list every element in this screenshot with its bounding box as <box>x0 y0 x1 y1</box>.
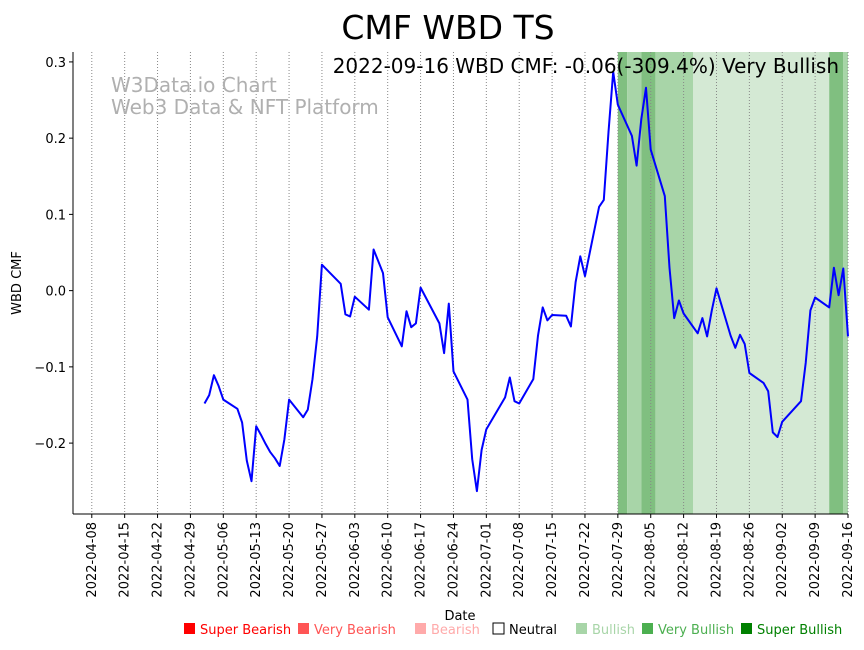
x-tick-label: 2022-06-10 <box>381 522 396 598</box>
y-tick-label: 0.1 <box>45 208 66 223</box>
legend-item: Super Bearish <box>184 623 291 638</box>
legend-label: Bullish <box>592 623 635 638</box>
y-tick-label: 0.2 <box>45 132 66 147</box>
watermark-line-1: W3Data.io Chart <box>111 73 277 97</box>
x-tick-label: 2022-05-06 <box>216 522 231 598</box>
x-tick-label: 2022-08-26 <box>742 522 757 598</box>
legend-label: Very Bearish <box>314 623 396 638</box>
annotation-text: 2022-09-16 WBD CMF: -0.06(-309.4%) Very … <box>333 54 839 78</box>
legend-swatch <box>576 623 587 634</box>
x-tick-label: 2022-09-02 <box>775 522 790 598</box>
legend-label: Bearish <box>431 623 480 638</box>
legend-label: Super Bearish <box>200 623 291 638</box>
x-tick-label: 2022-04-08 <box>85 522 100 598</box>
legend-swatch <box>642 623 653 634</box>
x-tick-label: 2022-06-17 <box>414 522 429 598</box>
x-tick-label: 2022-08-19 <box>709 522 724 598</box>
x-tick-label: 2022-08-12 <box>677 522 692 598</box>
legend-item: Bullish <box>576 623 635 638</box>
legend-item: Very Bullish <box>642 623 734 638</box>
y-axis-label: WBD CMF <box>10 251 25 315</box>
x-tick-label: 2022-08-05 <box>644 522 659 598</box>
y-tick-label: −0.2 <box>34 437 66 452</box>
legend-item: Bearish <box>415 623 480 638</box>
signal-band <box>655 52 693 514</box>
legend: Super Bearish Very Bearish Bearish Neutral B… <box>184 623 842 638</box>
x-tick-label: 2022-05-13 <box>249 522 264 598</box>
x-tick-label: 2022-09-09 <box>808 522 823 598</box>
x-tick-label: 2022-09-16 <box>841 522 856 598</box>
x-tick-label: 2022-06-03 <box>348 522 363 598</box>
legend-item: Super Bullish <box>741 623 842 638</box>
y-tick-label: 0.0 <box>45 285 66 300</box>
x-tick-label: 2022-07-29 <box>611 522 626 598</box>
x-tick-label: 2022-07-01 <box>479 522 494 598</box>
signal-bands <box>618 52 848 514</box>
legend-item: Very Bearish <box>298 623 396 638</box>
x-tick-label: 2022-07-22 <box>578 522 593 598</box>
legend-swatch <box>415 623 426 634</box>
x-tick-label: 2022-06-24 <box>446 522 461 598</box>
x-tick-label: 2022-07-15 <box>545 522 560 598</box>
x-tick-label: 2022-05-27 <box>315 522 330 598</box>
legend-label: Super Bullish <box>757 623 842 638</box>
x-tick-label: 2022-04-29 <box>183 522 198 598</box>
signal-band <box>627 52 641 514</box>
x-tick-label: 2022-07-08 <box>512 522 527 598</box>
legend-swatch <box>298 623 309 634</box>
x-axis-label: Date <box>444 609 475 624</box>
legend-label: Very Bullish <box>658 623 734 638</box>
legend-swatch <box>741 623 752 634</box>
legend-swatch <box>184 623 195 634</box>
legend-label: Neutral <box>509 623 557 638</box>
x-tick-label: 2022-04-22 <box>151 522 166 598</box>
y-tick-label: −0.1 <box>34 361 66 376</box>
chart-title: CMF WBD TS <box>341 8 554 47</box>
x-tick-label: 2022-04-15 <box>118 522 133 598</box>
x-tick-label: 2022-05-20 <box>282 522 297 598</box>
y-tick-label: 0.3 <box>45 56 66 71</box>
legend-item: Neutral <box>493 623 557 638</box>
watermark-line-2: Web3 Data & NFT Platform <box>111 95 379 119</box>
legend-swatch <box>493 623 504 634</box>
signal-band <box>693 52 829 514</box>
